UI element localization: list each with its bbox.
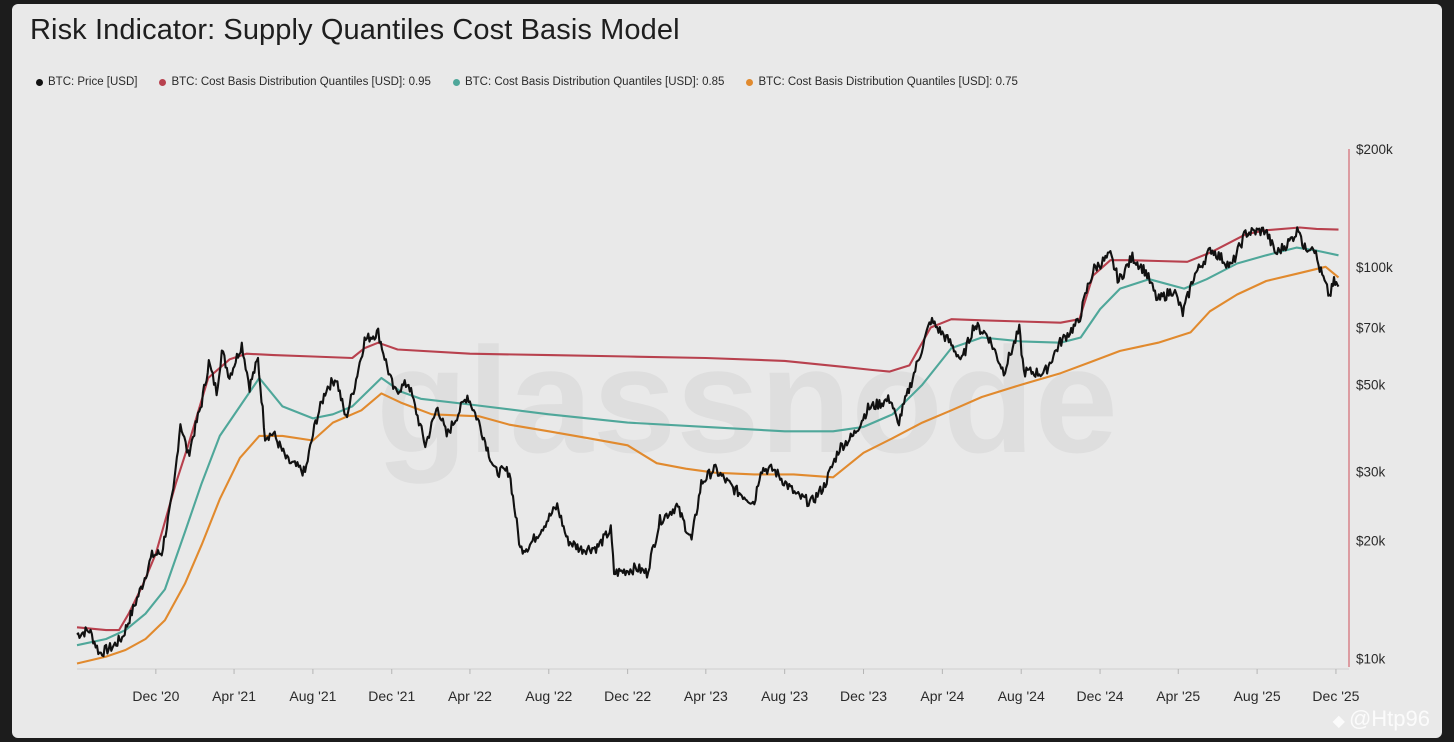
x-tick-label: Apr '25 — [1156, 688, 1200, 704]
chart-card: Risk Indicator: Supply Quantiles Cost Ba… — [12, 4, 1442, 738]
y-tick-label: $100k — [1356, 260, 1393, 275]
legend-dot-icon — [452, 78, 460, 86]
x-tick-label: Apr '21 — [212, 688, 256, 704]
legend-label: BTC: Cost Basis Distribution Quantiles [… — [171, 76, 431, 88]
x-tick-label: Dec '21 — [368, 688, 415, 704]
legend-label: BTC: Cost Basis Distribution Quantiles [… — [758, 76, 1018, 88]
y-tick-label: $20k — [1356, 533, 1386, 548]
x-tick-label: Apr '23 — [684, 688, 728, 704]
legend-item-q95[interactable]: BTC: Cost Basis Distribution Quantiles [… — [159, 76, 431, 88]
y-tick-label: $30k — [1356, 465, 1386, 480]
x-tick-label: Aug '21 — [289, 688, 336, 704]
series-line-q75 — [76, 265, 1340, 665]
y-tick-label: $10k — [1356, 651, 1386, 666]
x-tick-label: Dec '24 — [1077, 688, 1124, 704]
corner-tag-text: @Htp96 — [1348, 706, 1430, 731]
binance-square-icon: ◆ — [1332, 713, 1345, 730]
corner-tag: ◆ @Htp96 — [1333, 706, 1430, 732]
x-tick-label: Dec '23 — [840, 688, 887, 704]
legend-label: BTC: Price [USD] — [48, 76, 138, 88]
series-line-q95 — [76, 226, 1339, 632]
chart-plot[interactable]: glassnode Dec '20 Apr '21 Aug '21 Dec '21 Ap… — [12, 4, 1442, 738]
x-tick-label: Apr '22 — [448, 688, 492, 704]
glassnode-watermark: glassnode — [376, 316, 1118, 484]
x-tick-label: Aug '25 — [1234, 688, 1281, 704]
y-tick-label: $70k — [1356, 320, 1386, 335]
x-tick-label: Aug '22 — [525, 688, 572, 704]
y-tick-label: $200k — [1356, 142, 1393, 157]
legend-item-price[interactable]: BTC: Price [USD] — [36, 76, 137, 88]
chart-title: Risk Indicator: Supply Quantiles Cost Ba… — [30, 14, 680, 46]
legend-dot-icon — [159, 78, 167, 86]
legend-label: BTC: Cost Basis Distribution Quantiles [… — [464, 76, 725, 88]
x-tick-label: Dec '25 — [1312, 688, 1359, 704]
x-tick-label: Aug '24 — [998, 688, 1045, 704]
legend-item-q85[interactable]: BTC: Cost Basis Distribution Quantiles [… — [452, 76, 725, 88]
x-tick-label: Dec '20 — [132, 688, 179, 704]
x-tick-label: Aug '23 — [761, 688, 808, 704]
y-tick-label: $50k — [1356, 378, 1386, 393]
legend: BTC: Price [USD] BTC: Cost Basis Distrib… — [36, 74, 1018, 90]
series-line-q85 — [76, 246, 1339, 647]
x-tick-label: Dec '22 — [604, 688, 651, 704]
series-line-price — [76, 226, 1340, 658]
x-tick-label: Apr '24 — [920, 688, 964, 704]
legend-dot-icon — [36, 78, 43, 86]
legend-dot-icon — [746, 78, 754, 86]
legend-item-q75[interactable]: BTC: Cost Basis Distribution Quantiles [… — [746, 76, 1018, 88]
